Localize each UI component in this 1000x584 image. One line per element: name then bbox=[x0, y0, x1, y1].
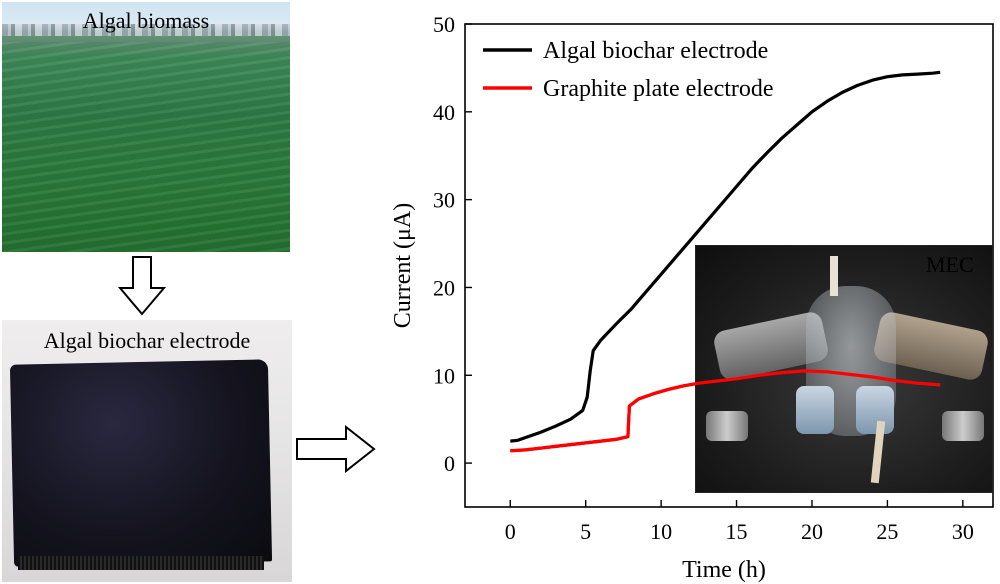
sheet-fringe bbox=[18, 556, 264, 570]
x-tick-label: 30 bbox=[952, 519, 974, 544]
city-skyline bbox=[2, 24, 290, 36]
y-tick-label: 40 bbox=[433, 100, 455, 125]
mec-label: MEC bbox=[926, 252, 974, 277]
mec-left-nut bbox=[706, 411, 748, 441]
water-surface bbox=[2, 42, 290, 252]
mec-top-electrode bbox=[830, 256, 838, 296]
y-axis-label: Current (μA) bbox=[390, 203, 416, 329]
mec-left-cap bbox=[796, 386, 834, 434]
down-arrow-icon bbox=[118, 256, 166, 316]
x-tick-label: 25 bbox=[876, 519, 898, 544]
x-tick-label: 0 bbox=[505, 519, 516, 544]
x-axis-label: Time (h) bbox=[682, 557, 766, 583]
x-tick-label: 15 bbox=[726, 519, 748, 544]
plot-frame bbox=[464, 23, 994, 508]
x-tick-label: 5 bbox=[580, 519, 591, 544]
algal-biochar-electrode-photo: Algal biochar electrode bbox=[2, 320, 292, 582]
mec-inset-photo: MEC bbox=[695, 245, 993, 493]
chart-axes: 0 5 10 15 20 25 30 0 10 20 30 40 50 Time (h) Current (… bbox=[390, 12, 994, 583]
x-tick-label: 10 bbox=[650, 519, 672, 544]
y-tick-label: 0 bbox=[444, 451, 455, 476]
y-tick-label: 50 bbox=[433, 12, 455, 37]
algal-biochar-electrode-legend-label: Algal biochar electrode bbox=[543, 38, 768, 64]
mec-right-nut bbox=[942, 411, 984, 441]
y-tick-label: 10 bbox=[433, 363, 455, 388]
y-tick-label: 30 bbox=[433, 188, 455, 213]
mec-right-cap bbox=[856, 386, 894, 434]
x-tick-label: 20 bbox=[801, 519, 823, 544]
graphite-plate-electrode-legend-label: Graphite plate electrode bbox=[543, 76, 774, 102]
right-arrow-icon bbox=[296, 425, 376, 473]
algal-biochar-electrode-label: Algal biochar electrode bbox=[43, 328, 251, 353]
algal-biomass-photo: Algal biomass bbox=[2, 2, 290, 252]
algal-biomass-label: Algal biomass bbox=[82, 8, 210, 33]
y-tick-label: 20 bbox=[433, 275, 455, 300]
